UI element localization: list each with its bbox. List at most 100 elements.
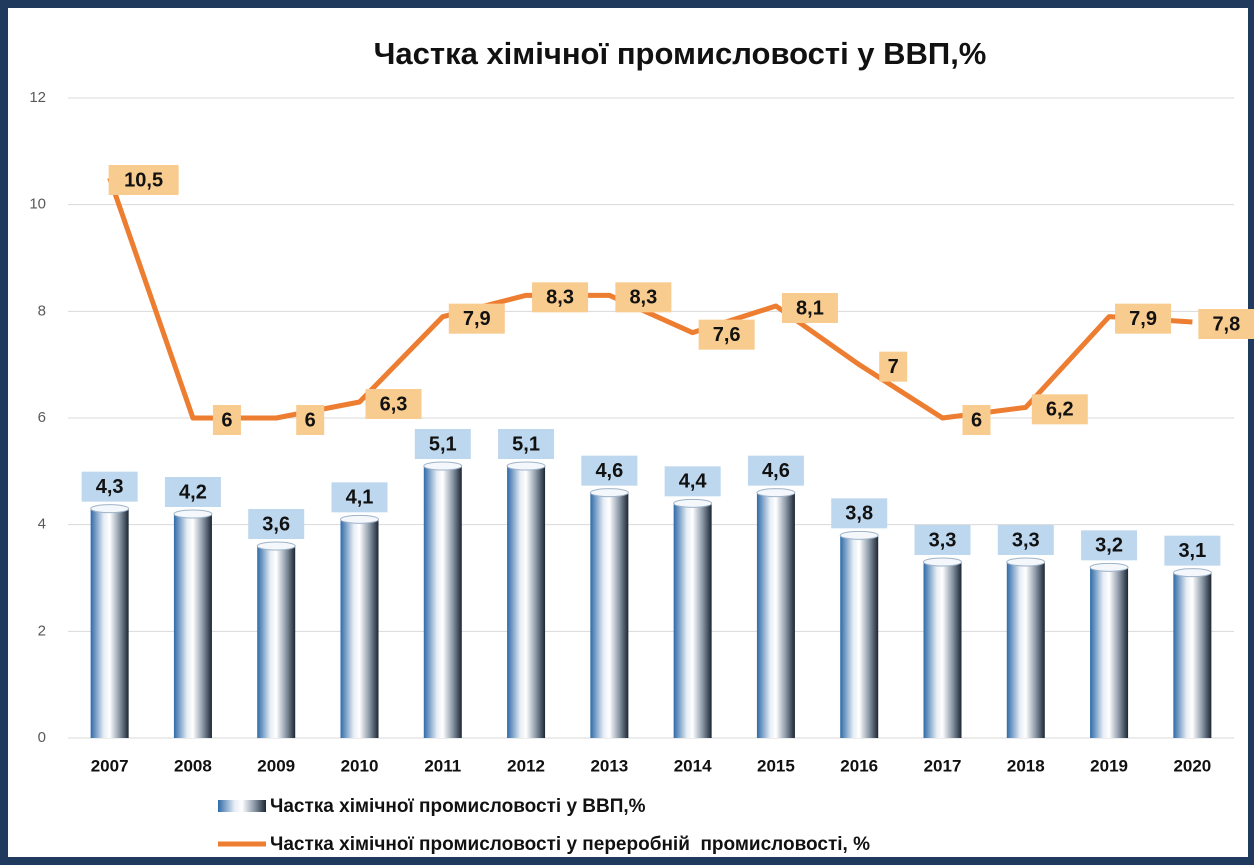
bar-value-label: 3,3: [929, 529, 957, 551]
bar-value-label-box: [1164, 535, 1221, 566]
line-value-label: 6,2: [1046, 399, 1074, 421]
bar: [673, 503, 712, 738]
x-tick-label: 2020: [1173, 756, 1211, 775]
y-tick-label: 8: [38, 302, 46, 319]
bar: [590, 492, 629, 738]
bar-cap: [423, 461, 463, 471]
y-tick-label: 10: [29, 196, 46, 213]
x-tick-label: 2013: [590, 756, 628, 775]
bar-value-label-box: [831, 498, 888, 529]
x-tick-label: 2012: [507, 756, 545, 775]
line-value-label: 6: [305, 409, 316, 431]
x-tick-label: 2008: [174, 756, 212, 775]
line-value-label: 7,9: [1129, 308, 1157, 330]
bar-value-label: 3,6: [262, 513, 290, 535]
bar: [1173, 572, 1212, 738]
bar: [257, 546, 296, 738]
bar-value-label-box: [248, 509, 305, 539]
bar-value-label: 3,1: [1178, 540, 1206, 562]
bar-value-label: 5,1: [512, 433, 540, 455]
x-tick-label: 2016: [840, 756, 878, 775]
line-value-label-box: [615, 282, 672, 313]
x-tick-label: 2019: [1090, 756, 1128, 775]
bar-cap: [1089, 562, 1129, 572]
bar-value-label-box: [164, 477, 221, 507]
bar-cap: [589, 488, 629, 498]
bar-cap: [1172, 568, 1212, 578]
bar: [173, 514, 212, 738]
line-value-label: 7: [888, 356, 899, 378]
line-value-label-box: [296, 405, 325, 435]
bar-value-label: 3,2: [1095, 535, 1123, 557]
line-value-label: 6: [971, 409, 982, 431]
line-value-label-box: [879, 351, 908, 382]
bar-cap: [1006, 557, 1046, 567]
line-value-label-box: [1031, 394, 1088, 425]
line-value-label-box: [532, 282, 589, 313]
bar-cap: [340, 514, 379, 524]
legend-label: Частка хімічної промисловості у ВВП,%: [270, 796, 646, 817]
line-value-label-box: [212, 405, 241, 435]
line-value-label: 7,6: [713, 324, 741, 346]
line-value-label-box: [781, 293, 838, 323]
bar-value-label: 4,1: [346, 487, 374, 509]
bar-value-label: 3,8: [845, 503, 873, 525]
line-value-label: 7,8: [1212, 313, 1240, 335]
bar: [423, 466, 462, 738]
bar: [756, 492, 795, 738]
y-tick-label: 4: [38, 516, 46, 533]
line-value-label-box: [365, 389, 422, 419]
bar-value-label: 4,3: [96, 476, 124, 498]
bar-value-label-box: [81, 471, 138, 502]
bar-value-label: 3,3: [1012, 529, 1040, 551]
legend-label: Частка хімічної промисловості у переробн…: [270, 834, 870, 855]
bar-value-label-box: [997, 525, 1054, 555]
bar-cap: [506, 461, 546, 471]
bar-cap: [673, 498, 713, 508]
bar: [90, 508, 129, 738]
x-tick-label: 2015: [757, 756, 795, 775]
legend-swatch: [218, 800, 266, 812]
bar: [507, 466, 546, 738]
x-tick-label: 2007: [91, 756, 129, 775]
x-tick-label: 2017: [924, 756, 962, 775]
x-tick-label: 2011: [424, 756, 461, 775]
line-value-label-box: [108, 165, 179, 195]
chart-title: Частка хімічної промисловості у ВВП,%: [374, 36, 987, 71]
bar: [1090, 567, 1129, 738]
bar-value-label-box: [664, 466, 721, 497]
bar-value-label: 4,6: [762, 460, 790, 482]
x-tick-label: 2014: [674, 756, 712, 775]
bar: [923, 562, 962, 738]
line-value-label: 6: [221, 409, 232, 431]
bar-value-label-box: [498, 429, 555, 459]
line-value-label: 10,5: [124, 169, 163, 191]
line-value-label-box: [448, 303, 505, 334]
x-tick-label: 2009: [257, 756, 295, 775]
line: [107, 177, 1193, 421]
x-tick-label: 2010: [341, 756, 379, 775]
y-tick-label: 6: [38, 409, 46, 426]
line-value-label-box: [962, 405, 991, 435]
line-value-label: 8,3: [629, 287, 657, 309]
bar-cap: [173, 509, 213, 519]
line-value-label-box: [698, 319, 755, 350]
bar-value-label-box: [331, 482, 388, 513]
bar-value-label-box: [581, 455, 638, 486]
bar: [340, 519, 379, 738]
line-value-label: 6,3: [380, 393, 408, 415]
bar: [1006, 562, 1045, 738]
bar-cap: [90, 504, 130, 514]
bar-value-label-box: [1081, 530, 1138, 561]
bar-value-label-box: [914, 525, 971, 555]
bar-value-label: 4,4: [679, 471, 708, 493]
bar-cap: [756, 488, 796, 498]
x-tick-label: 2018: [1007, 756, 1045, 775]
line-value-label-box: [1115, 303, 1172, 334]
y-tick-label: 2: [38, 622, 46, 639]
line-value-label-box: [1198, 309, 1254, 339]
line-value-label: 8,3: [546, 287, 574, 309]
